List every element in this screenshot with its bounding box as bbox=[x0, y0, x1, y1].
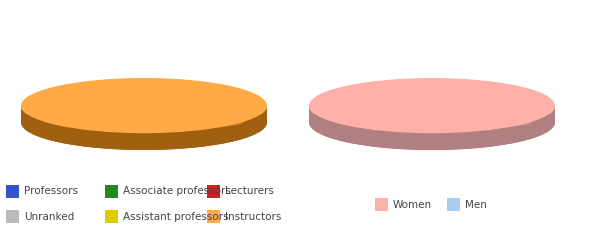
Bar bbox=[375, 198, 388, 211]
Bar bbox=[207, 210, 220, 223]
Text: Assistant professors: Assistant professors bbox=[123, 212, 229, 222]
Bar bbox=[105, 210, 118, 223]
Bar bbox=[6, 210, 19, 223]
Polygon shape bbox=[21, 106, 267, 150]
Bar bbox=[105, 185, 118, 198]
Text: Women: Women bbox=[393, 200, 432, 210]
Ellipse shape bbox=[309, 95, 555, 150]
Text: Professors: Professors bbox=[24, 186, 78, 196]
Text: Lecturers: Lecturers bbox=[225, 186, 274, 196]
Text: Instructors: Instructors bbox=[225, 212, 281, 222]
Ellipse shape bbox=[21, 78, 267, 133]
Text: Associate professors: Associate professors bbox=[123, 186, 231, 196]
Bar bbox=[207, 185, 220, 198]
Text: Men: Men bbox=[465, 200, 487, 210]
Ellipse shape bbox=[21, 95, 267, 150]
Text: Unranked: Unranked bbox=[24, 212, 74, 222]
Polygon shape bbox=[309, 106, 555, 150]
Ellipse shape bbox=[309, 78, 555, 133]
Bar bbox=[447, 198, 460, 211]
Polygon shape bbox=[72, 116, 254, 130]
Polygon shape bbox=[360, 116, 542, 130]
Bar bbox=[6, 185, 19, 198]
